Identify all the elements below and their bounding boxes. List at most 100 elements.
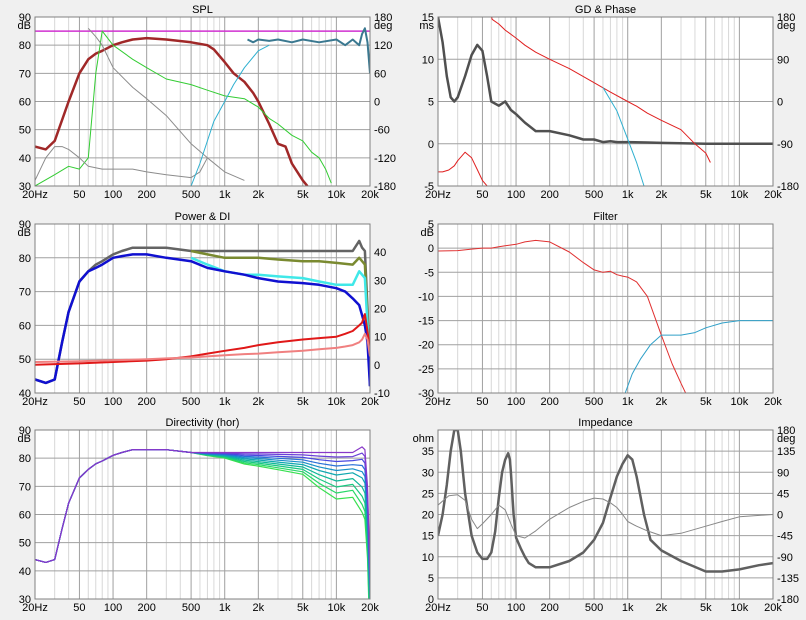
series-group [35,27,370,186]
y2-tick-label: -180 [777,594,799,606]
y2-tick-label: -120 [374,153,396,165]
x-tick-label: 100 [104,189,122,201]
x-tick-label: 20Hz [425,396,451,408]
chart-title: Filter [593,211,618,223]
x-tick-label: 10k [731,396,749,408]
y2-tick-label: 45 [777,488,789,500]
x-tick-label: 200 [540,396,558,408]
y2-tick-label: 10 [374,332,386,344]
y-tick-label: 30 [422,467,434,479]
x-tick-label: 100 [104,602,122,614]
y-tick-label: 5 [428,97,434,109]
series-line-woofer-excursion [35,146,208,181]
series-line-listening-window [190,249,370,377]
y-tick-label: 60 [19,510,31,522]
x-tick-label: 5k [297,602,309,614]
plot-border [34,223,371,394]
x-tick-label: 500 [585,602,603,614]
x-tick-label: 1k [219,189,231,201]
y-tick-label: 40 [19,388,31,400]
y-tick-label: 15 [422,12,434,24]
series-line-phase-wf [438,17,711,186]
x-tick-label: 20Hz [22,396,48,408]
y2-tick-label: 0 [374,360,380,372]
series-group [35,239,370,387]
chart-title: Impedance [578,417,632,429]
impedance-chart: 20Hz 50 100 200 500 1k 2k 5k 10k 20k 0 5 10 15 20 25 30 3… [413,417,799,614]
y-tick-label: 0 [428,243,434,255]
y-tick-label: 40 [19,566,31,578]
y-tick-label: 70 [19,481,31,493]
y-tick-label: 10 [422,54,434,66]
series-group [438,17,773,186]
y-tick-label: -20 [418,340,434,352]
x-tick-label: 20k [764,602,782,614]
x-tick-label: 20Hz [425,602,451,614]
y-tick-label: 10 [422,552,434,564]
series-line-woofer-phase [87,27,245,181]
y-tick-label: 40 [19,153,31,165]
y-tick-label: 90 [19,425,31,437]
x-tick-label: 5k [297,396,309,408]
y-tick-label: 50 [19,538,31,550]
x-tick-label: 2k [253,189,265,201]
y-tick-label: 30 [19,181,31,193]
x-tick-label: 100 [507,396,525,408]
plot-area [438,224,773,393]
gd-phase-chart: 20Hz 50 100 200 500 1k 2k 5k 10k 20k -5 0 5 10 15 -180 -… [419,4,799,201]
y2-tick-label: -45 [777,531,793,543]
y2-tick-label: 0 [777,510,783,522]
x-tick-label: 5k [700,396,712,408]
plot-border [34,429,371,600]
x-tick-label: 200 [137,189,155,201]
y-tick-label: 0 [428,594,434,606]
y-tick-label: -30 [418,388,434,400]
y-tick-label: 30 [19,594,31,606]
plot-border [437,223,774,394]
y2-tick-label: 120 [374,40,392,52]
x-tick-label: 2k [253,396,265,408]
plot-border [437,16,774,187]
spl-chart: 20Hz 50 100 200 500 1k 2k 5k 10k 20k 30 40 50 60 70 80 9… [18,4,397,201]
y-tick-label: -25 [418,364,434,376]
series-line-imp-phase [438,494,773,539]
series-line-di [35,313,370,366]
x-tick-label: 1k [219,602,231,614]
series-line-lowpass [438,239,687,393]
y-tick-label: 5 [428,573,434,585]
y2-tick-label: 180 [777,12,795,24]
y-axis-label: ohm [413,433,434,445]
x-tick-label: 5k [700,189,712,201]
y2-tick-label: -90 [777,139,793,151]
y-tick-label: 80 [19,253,31,265]
x-tick-label: 50 [73,602,85,614]
y2-tick-label: 0 [777,97,783,109]
y2-tick-label: -135 [777,573,799,585]
y2-tick-label: 30 [374,275,386,287]
chart-title: SPL [192,4,213,16]
y-tick-label: 90 [19,12,31,24]
x-tick-label: 20Hz [425,189,451,201]
x-tick-label: 1k [219,396,231,408]
y2-tick-label: 180 [777,425,795,437]
x-tick-label: 50 [476,602,488,614]
y2-tick-label: 90 [777,467,789,479]
y2-tick-label: -180 [777,181,799,193]
x-tick-label: 100 [507,189,525,201]
y2-axis-label: deg [374,20,392,32]
y-tick-label: -5 [424,181,434,193]
y2-tick-label: 0 [374,97,380,109]
y-axis-label: dB [18,20,31,32]
series-line-tweeter [247,27,370,74]
y-tick-label: 50 [19,354,31,366]
x-tick-label: 500 [585,189,603,201]
y-tick-label: 60 [19,320,31,332]
x-tick-label: 50 [476,396,488,408]
x-tick-label: 50 [73,396,85,408]
x-tick-label: 10k [328,189,346,201]
series-group [35,446,370,599]
y-tick-label: 80 [19,40,31,52]
series-line-sound-power [35,253,370,387]
y-tick-label: -5 [424,267,434,279]
